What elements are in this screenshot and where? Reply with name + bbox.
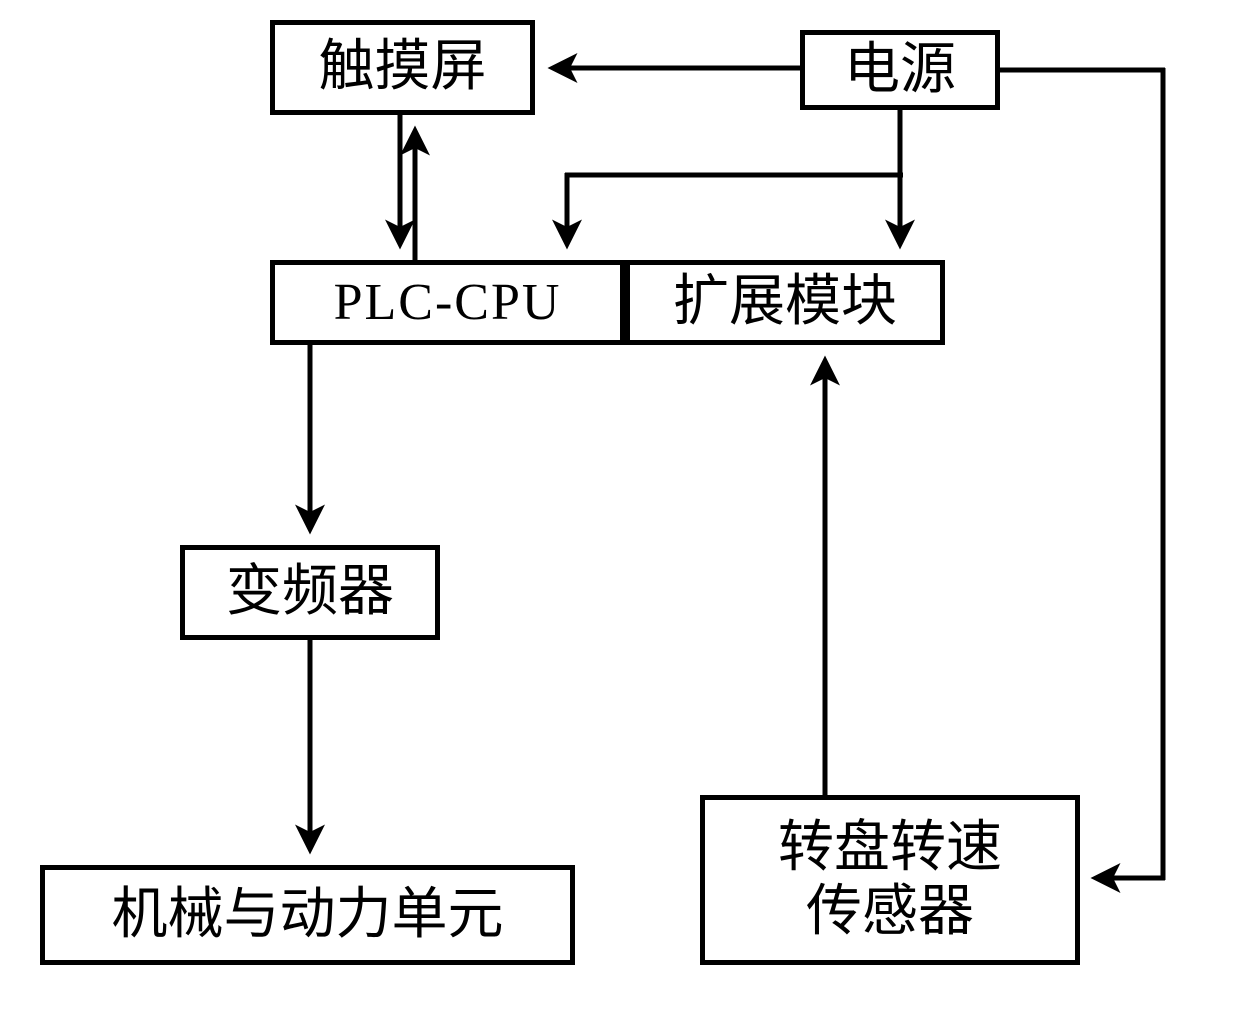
touchscreen-label: 触摸屏 bbox=[319, 35, 487, 99]
expansion-label: 扩展模块 bbox=[673, 270, 897, 334]
power-box: 电源 bbox=[800, 30, 1000, 110]
sensor-label: 转盘转速 传感器 bbox=[778, 816, 1002, 945]
sensor-label-line1: 转盘转速 bbox=[778, 817, 1002, 879]
plc-cpu-box: PLC-CPU bbox=[270, 260, 625, 345]
plc-cpu-label: PLC-CPU bbox=[334, 273, 562, 333]
sensor-label-line2: 传感器 bbox=[806, 881, 974, 943]
power-label: 电源 bbox=[844, 38, 956, 102]
mechanical-box: 机械与动力单元 bbox=[40, 865, 575, 965]
mechanical-label: 机械与动力单元 bbox=[112, 883, 504, 947]
inverter-box: 变频器 bbox=[180, 545, 440, 640]
inverter-label: 变频器 bbox=[226, 560, 394, 624]
sensor-box: 转盘转速 传感器 bbox=[700, 795, 1080, 965]
touchscreen-box: 触摸屏 bbox=[270, 20, 535, 115]
expansion-box: 扩展模块 bbox=[625, 260, 945, 345]
